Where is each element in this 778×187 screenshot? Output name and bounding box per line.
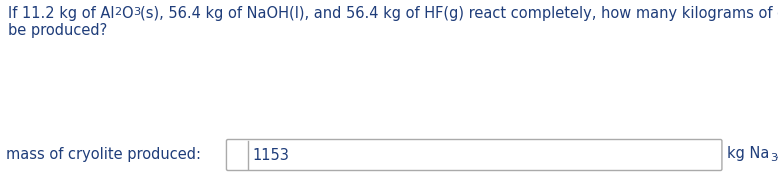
Text: 2: 2 (114, 7, 121, 17)
Text: be produced?: be produced? (8, 23, 107, 38)
Text: (s), 56.4 kg of NaOH(l), and 56.4 kg of HF(g) react completely, how many kilogra: (s), 56.4 kg of NaOH(l), and 56.4 kg of … (141, 6, 778, 21)
FancyBboxPatch shape (226, 140, 722, 171)
Text: mass of cryolite produced:: mass of cryolite produced: (6, 148, 202, 163)
Text: 3: 3 (769, 153, 777, 163)
Text: If 11.2 kg of Al: If 11.2 kg of Al (8, 6, 114, 21)
Text: 3: 3 (133, 7, 141, 17)
Text: O: O (121, 6, 133, 21)
Text: kg Na: kg Na (727, 146, 769, 161)
Text: 1153: 1153 (252, 148, 289, 163)
Text: AlF: AlF (777, 146, 778, 161)
